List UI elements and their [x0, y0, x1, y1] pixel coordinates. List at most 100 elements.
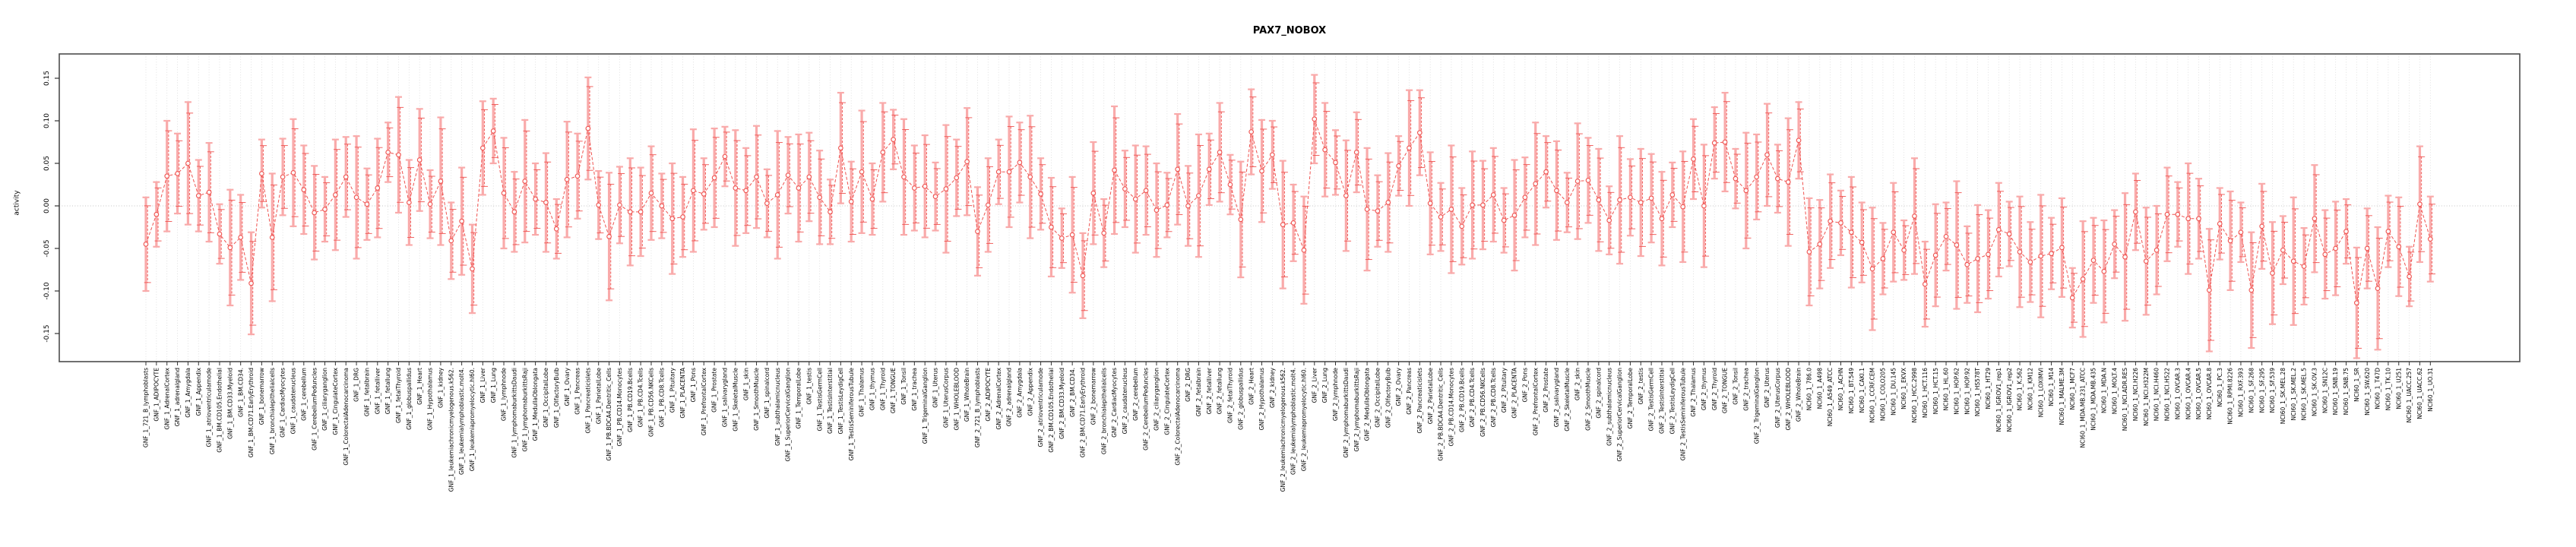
- data-point-marker: [1027, 174, 1033, 180]
- data-point-marker: [2248, 287, 2255, 293]
- x-tick-label: GNF_1_ciliaryganglion: [321, 368, 328, 431]
- y-tick-label: -0.15: [43, 324, 51, 342]
- data-point-marker: [2290, 258, 2296, 264]
- data-point-marker: [2301, 264, 2307, 269]
- x-tick-label: GNF_2_bronchialepithelialcells: [1100, 368, 1107, 454]
- x-tick-label: GNF_2_CardiacMyocytes: [1111, 368, 1118, 438]
- data-point-marker: [448, 238, 454, 244]
- y-tick-label: 0.10: [43, 113, 51, 128]
- x-tick-label: GNF_2_Prostate: [1543, 368, 1549, 413]
- x-tick-label: GNF_2_PB.CD19.Bcells: [1458, 368, 1465, 432]
- x-tick-label: GNF_1_PLACENTA: [679, 367, 686, 418]
- data-point-marker: [1112, 167, 1117, 173]
- x-tick-label: GNF_2_lymphomaburkittsDaudi: [1343, 368, 1350, 458]
- x-tick-label: GNF_2_CingulateCortex: [1163, 367, 1170, 435]
- x-tick-label: NCI60_1_KM12: [2027, 368, 2033, 410]
- x-tick-label: NCI60_1_MCF7: [2069, 368, 2076, 410]
- x-tick-label: GNF_2_ciliaryganglion: [1154, 368, 1160, 431]
- data-point-marker: [1754, 174, 1760, 180]
- x-tick-label: GNF_2_Pituitary: [1501, 367, 1508, 413]
- x-tick-label: GNF_1_bonemarrow: [258, 368, 265, 425]
- data-point-marker: [1069, 232, 1075, 238]
- x-tick-label: NCI60_1_SN12C: [2321, 368, 2328, 413]
- data-point-marker: [828, 209, 833, 215]
- data-point-marker: [701, 191, 707, 197]
- data-point-marker: [1490, 192, 1496, 198]
- x-tick-label: GNF_2_BM.CD33.Myeloid: [1059, 368, 1065, 439]
- x-tick-label: GNF_1_DRG: [353, 368, 360, 402]
- data-point-marker: [2217, 221, 2223, 226]
- data-point-marker: [396, 152, 401, 158]
- data-point-marker: [2164, 211, 2170, 217]
- data-point-marker: [2185, 216, 2191, 222]
- x-tick-label: GNF_1_subthalamicnucleus: [774, 368, 781, 446]
- data-point-marker: [1785, 179, 1791, 185]
- x-tick-label: NCI60_1_HOP.62: [1953, 368, 1960, 415]
- x-tick-label: NCI60_1_TK.10: [2385, 368, 2392, 411]
- data-point-marker: [406, 200, 412, 205]
- data-point-marker: [2353, 300, 2359, 306]
- data-point-marker: [722, 153, 728, 160]
- x-tick-label: GNF_1_WHOLEBLOOD: [953, 368, 960, 431]
- data-point-marker: [1848, 229, 1854, 236]
- data-point-marker: [553, 226, 559, 232]
- x-tick-label: GNF_2_caudatenucleus: [1122, 368, 1128, 434]
- x-tick-label: NCI60_1_HT29: [1985, 368, 1992, 409]
- x-tick-label: GNF_1_CardiacMyocytes: [280, 368, 286, 438]
- data-point-marker: [2038, 253, 2044, 259]
- data-point-marker: [1891, 229, 1897, 236]
- x-tick-label: NCI60_1_UO.31: [2427, 368, 2434, 412]
- data-point-marker: [533, 196, 538, 202]
- x-tick-label: GNF_1_atrioventricularnode: [206, 368, 213, 447]
- data-point-marker: [574, 173, 581, 179]
- x-tick-label: NCI60_1_HL.60: [1943, 368, 1950, 411]
- x-tick-label: GNF_2_TemporalLobe: [1627, 368, 1634, 429]
- data-point-marker: [2112, 242, 2118, 247]
- x-tick-label: GNF_2_Amygdala: [1016, 368, 1023, 418]
- x-tick-label: GNF_1_lymphomaburkittsRaji: [521, 368, 528, 451]
- data-point-marker: [1448, 207, 1454, 212]
- x-tick-label: GNF_1_WholeBrain: [964, 368, 970, 422]
- x-tick-label: NCI60_1_SR: [2353, 368, 2360, 402]
- data-point-marker: [175, 171, 180, 176]
- data-point-marker: [1691, 157, 1696, 162]
- x-tick-label: GNF_1_OccipitalLobe: [543, 368, 549, 428]
- x-tick-label: GNF_2_Heart: [1248, 368, 1255, 405]
- x-tick-label: NCI60_1_SF.539: [2269, 368, 2276, 413]
- data-point-marker: [995, 169, 1002, 175]
- data-point-marker: [743, 188, 749, 194]
- x-tick-label: GNF_1_Pancreas: [574, 368, 581, 415]
- x-tick-label: GNF_1_BM.CD71.EarlyErythroid: [248, 368, 255, 457]
- data-point-marker: [975, 229, 980, 234]
- data-point-marker: [1322, 147, 1328, 153]
- y-tick-label: 0.05: [43, 156, 51, 171]
- data-point-marker: [1964, 261, 1970, 267]
- data-point-marker: [711, 175, 717, 181]
- data-point-marker: [248, 280, 254, 286]
- x-tick-label: NCI60_1_IGROV1_rep2: [2006, 368, 2013, 432]
- x-tick-label: NCI60_1_OVCAR.5: [2195, 368, 2202, 419]
- x-tick-label: GNF_2_spinalcord: [1595, 368, 1602, 419]
- data-point-marker: [353, 194, 359, 201]
- x-tick-label: NCI60_1_MALME.3M: [2059, 368, 2065, 425]
- x-tick-label: GNF_1_TestisSeminiferousTubule: [848, 368, 855, 461]
- x-tick-label: GNF_2_testis: [1638, 368, 1644, 404]
- x-tick-label: NCI60_1_CCRF.CEM: [1869, 368, 1876, 423]
- x-tick-label: GNF_1_SuperiorCervicalGanglion: [785, 368, 792, 462]
- data-point-marker: [859, 169, 865, 175]
- data-point-marker: [1343, 193, 1349, 198]
- x-tick-label: NCI60_1_NCI.H460: [2154, 368, 2160, 422]
- data-point-marker: [1669, 192, 1676, 198]
- data-point-marker: [1175, 166, 1181, 172]
- data-point-marker: [1680, 204, 1686, 210]
- x-tick-label: GNF_2_fetalliver: [1206, 367, 1213, 414]
- data-point-marker: [2427, 236, 2433, 242]
- x-tick-label: GNF_2_BM.CD105.Endothelial: [1048, 368, 1055, 453]
- data-point-marker: [1585, 178, 1591, 183]
- x-tick-label: GNF_2_Thalamus: [1690, 368, 1697, 417]
- data-point-marker: [2143, 258, 2149, 264]
- x-tick-label: GNF_1_cerebellum: [300, 368, 307, 421]
- x-tick-label: NCI60_1_PC.3: [2217, 368, 2223, 407]
- data-point-marker: [459, 218, 464, 224]
- data-point-marker: [1954, 242, 1960, 248]
